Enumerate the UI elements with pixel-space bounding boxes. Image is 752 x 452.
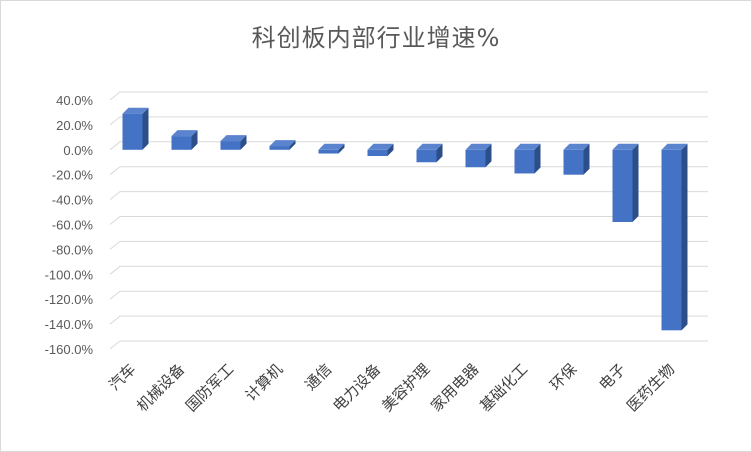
x-category-label: 通信 <box>301 360 335 394</box>
bar <box>465 143 492 168</box>
chart-title: 科创板内部行业增速% <box>251 24 501 52</box>
bar <box>514 143 541 174</box>
gridline <box>109 141 708 151</box>
bar <box>269 140 296 150</box>
gridline <box>109 290 708 300</box>
y-tick-label: -80.0% <box>52 242 94 257</box>
bar <box>612 143 639 223</box>
x-category-label: 计算机 <box>242 360 287 405</box>
y-tick-label: -100.0% <box>45 267 94 282</box>
y-tick-label: -120.0% <box>45 292 94 307</box>
x-category-label: 环保 <box>546 360 580 394</box>
x-category-label: 汽车 <box>105 360 139 394</box>
x-category-label: 基础化工 <box>476 360 531 415</box>
y-tick-label: -160.0% <box>45 342 94 357</box>
x-category-label: 美容护理 <box>378 360 433 415</box>
gridline <box>109 166 708 176</box>
bars <box>122 107 688 331</box>
bar <box>122 107 149 150</box>
bar <box>318 143 345 154</box>
bar <box>563 143 590 175</box>
gridline <box>109 116 708 126</box>
y-tick-label: 0.0% <box>63 143 93 158</box>
y-tick-label: -140.0% <box>45 317 94 332</box>
x-category-label: 家用电器 <box>427 360 482 415</box>
x-category-label: 电力设备 <box>329 360 384 415</box>
y-tick-label: 40.0% <box>56 93 93 108</box>
x-category-label: 电子 <box>595 360 629 394</box>
gridline <box>109 265 708 275</box>
y-axis-labels: 40.0% 20.0% 0.0% -20.0% -40.0% -60.0% -80.0% -1… <box>45 93 94 357</box>
bar <box>416 143 443 163</box>
gridline <box>109 240 708 250</box>
x-category-label: 机械设备 <box>133 360 188 415</box>
gridline <box>109 315 708 325</box>
gridlines <box>109 91 708 350</box>
y-tick-label: -40.0% <box>52 193 94 208</box>
y-tick-label: -20.0% <box>52 168 94 183</box>
gridline <box>109 91 708 101</box>
x-category-label: 国防军工 <box>182 360 237 415</box>
bar <box>220 135 247 150</box>
y-tick-label: 20.0% <box>56 118 93 133</box>
x-category-label: 医药生物 <box>623 360 678 415</box>
gridline <box>109 340 708 350</box>
gridline <box>109 191 708 200</box>
bar <box>367 143 394 157</box>
gridline <box>109 216 708 225</box>
y-tick-label: -60.0% <box>52 218 94 233</box>
bar <box>171 130 198 150</box>
bar <box>661 143 688 331</box>
